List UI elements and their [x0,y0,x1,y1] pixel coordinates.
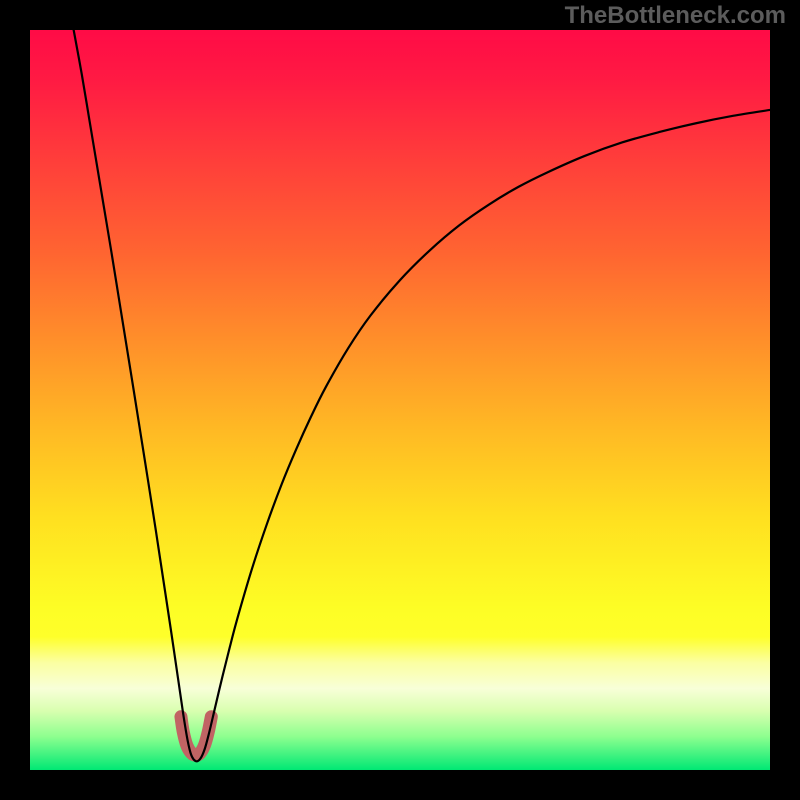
watermark-text: TheBottleneck.com [565,2,786,30]
bottleneck-curve [74,30,770,761]
bottleneck-curve-plot [0,0,800,800]
